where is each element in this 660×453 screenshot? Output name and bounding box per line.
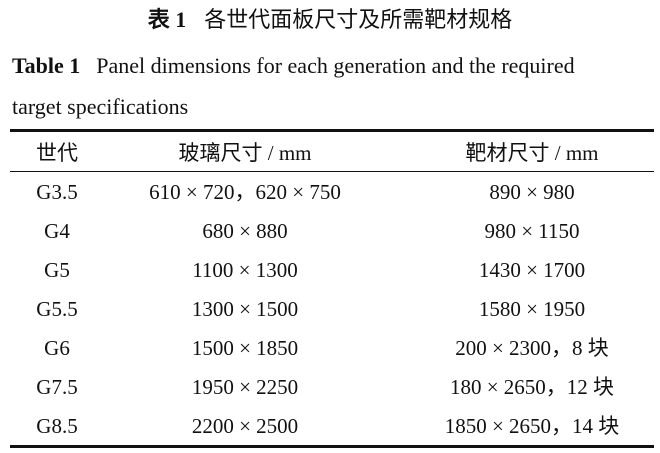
cell-target-size: 1580 × 1950	[478, 297, 586, 321]
cell-target-size: 200 × 2300，8 块	[455, 336, 609, 360]
cell-generation: G5	[44, 258, 70, 282]
header-glass-size: 玻璃尺寸 / mm	[178, 141, 312, 165]
cell-target-size: 890 × 980	[489, 180, 575, 204]
cell-target-size: 1430 × 1700	[478, 258, 586, 282]
cell-generation: G6	[44, 336, 70, 360]
cell-glass-size: 1100 × 1300	[192, 258, 298, 282]
table-title-cn-text: 各世代面板尺寸及所需靶材规格	[204, 7, 513, 32]
bottom-rule	[10, 445, 654, 448]
cell-generation: G5.5	[36, 297, 78, 321]
table-row: G3.5 610 × 720，620 × 750 890 × 980	[10, 173, 654, 212]
table-title-en-line2: target specifications	[12, 94, 189, 119]
cell-glass-size: 680 × 880	[202, 219, 288, 243]
cell-target-size: 980 × 1150	[484, 219, 580, 243]
table-row: G5 1100 × 1300 1430 × 1700	[10, 251, 654, 290]
cell-target-size: 180 × 2650，12 块	[449, 375, 615, 399]
cell-generation: G7.5	[36, 375, 78, 399]
table-title-en: Table 1 Panel dimensions for each generat…	[12, 51, 575, 81]
cell-generation: G3.5	[36, 180, 78, 204]
cell-generation: G8.5	[36, 414, 78, 438]
cell-glass-size: 2200 × 2500	[191, 414, 299, 438]
cell-glass-size: 1300 × 1500	[191, 297, 299, 321]
table-title-cn: 表 1 各世代面板尺寸及所需靶材规格	[0, 5, 660, 35]
header-target-size: 靶材尺寸 / mm	[465, 141, 599, 165]
table-row: G5.5 1300 × 1500 1580 × 1950	[10, 290, 654, 329]
cell-target-size: 1850 × 2650，14 块	[444, 414, 620, 438]
table-row: G8.5 2200 × 2500 1850 × 2650，14 块	[10, 407, 654, 446]
header-row: 世代 玻璃尺寸 / mm 靶材尺寸 / mm	[10, 134, 654, 173]
cell-generation: G4	[44, 219, 70, 243]
header-rule	[10, 171, 654, 172]
cell-glass-size: 1950 × 2250	[191, 375, 299, 399]
top-rule	[10, 129, 654, 132]
cell-glass-size: 1500 × 1850	[191, 336, 299, 360]
table-label-en: Table 1	[12, 53, 81, 78]
cell-glass-size: 610 × 720，620 × 750	[149, 180, 341, 204]
table-row: G6 1500 × 1850 200 × 2300，8 块	[10, 329, 654, 368]
table-title-en-line1: Panel dimensions for each generation and…	[96, 53, 575, 78]
table-row: G7.5 1950 × 2250 180 × 2650，12 块	[10, 368, 654, 407]
header-generation: 世代	[36, 141, 78, 165]
table-label-cn: 表 1	[147, 7, 187, 32]
table-row: G4 680 × 880 980 × 1150	[10, 212, 654, 251]
